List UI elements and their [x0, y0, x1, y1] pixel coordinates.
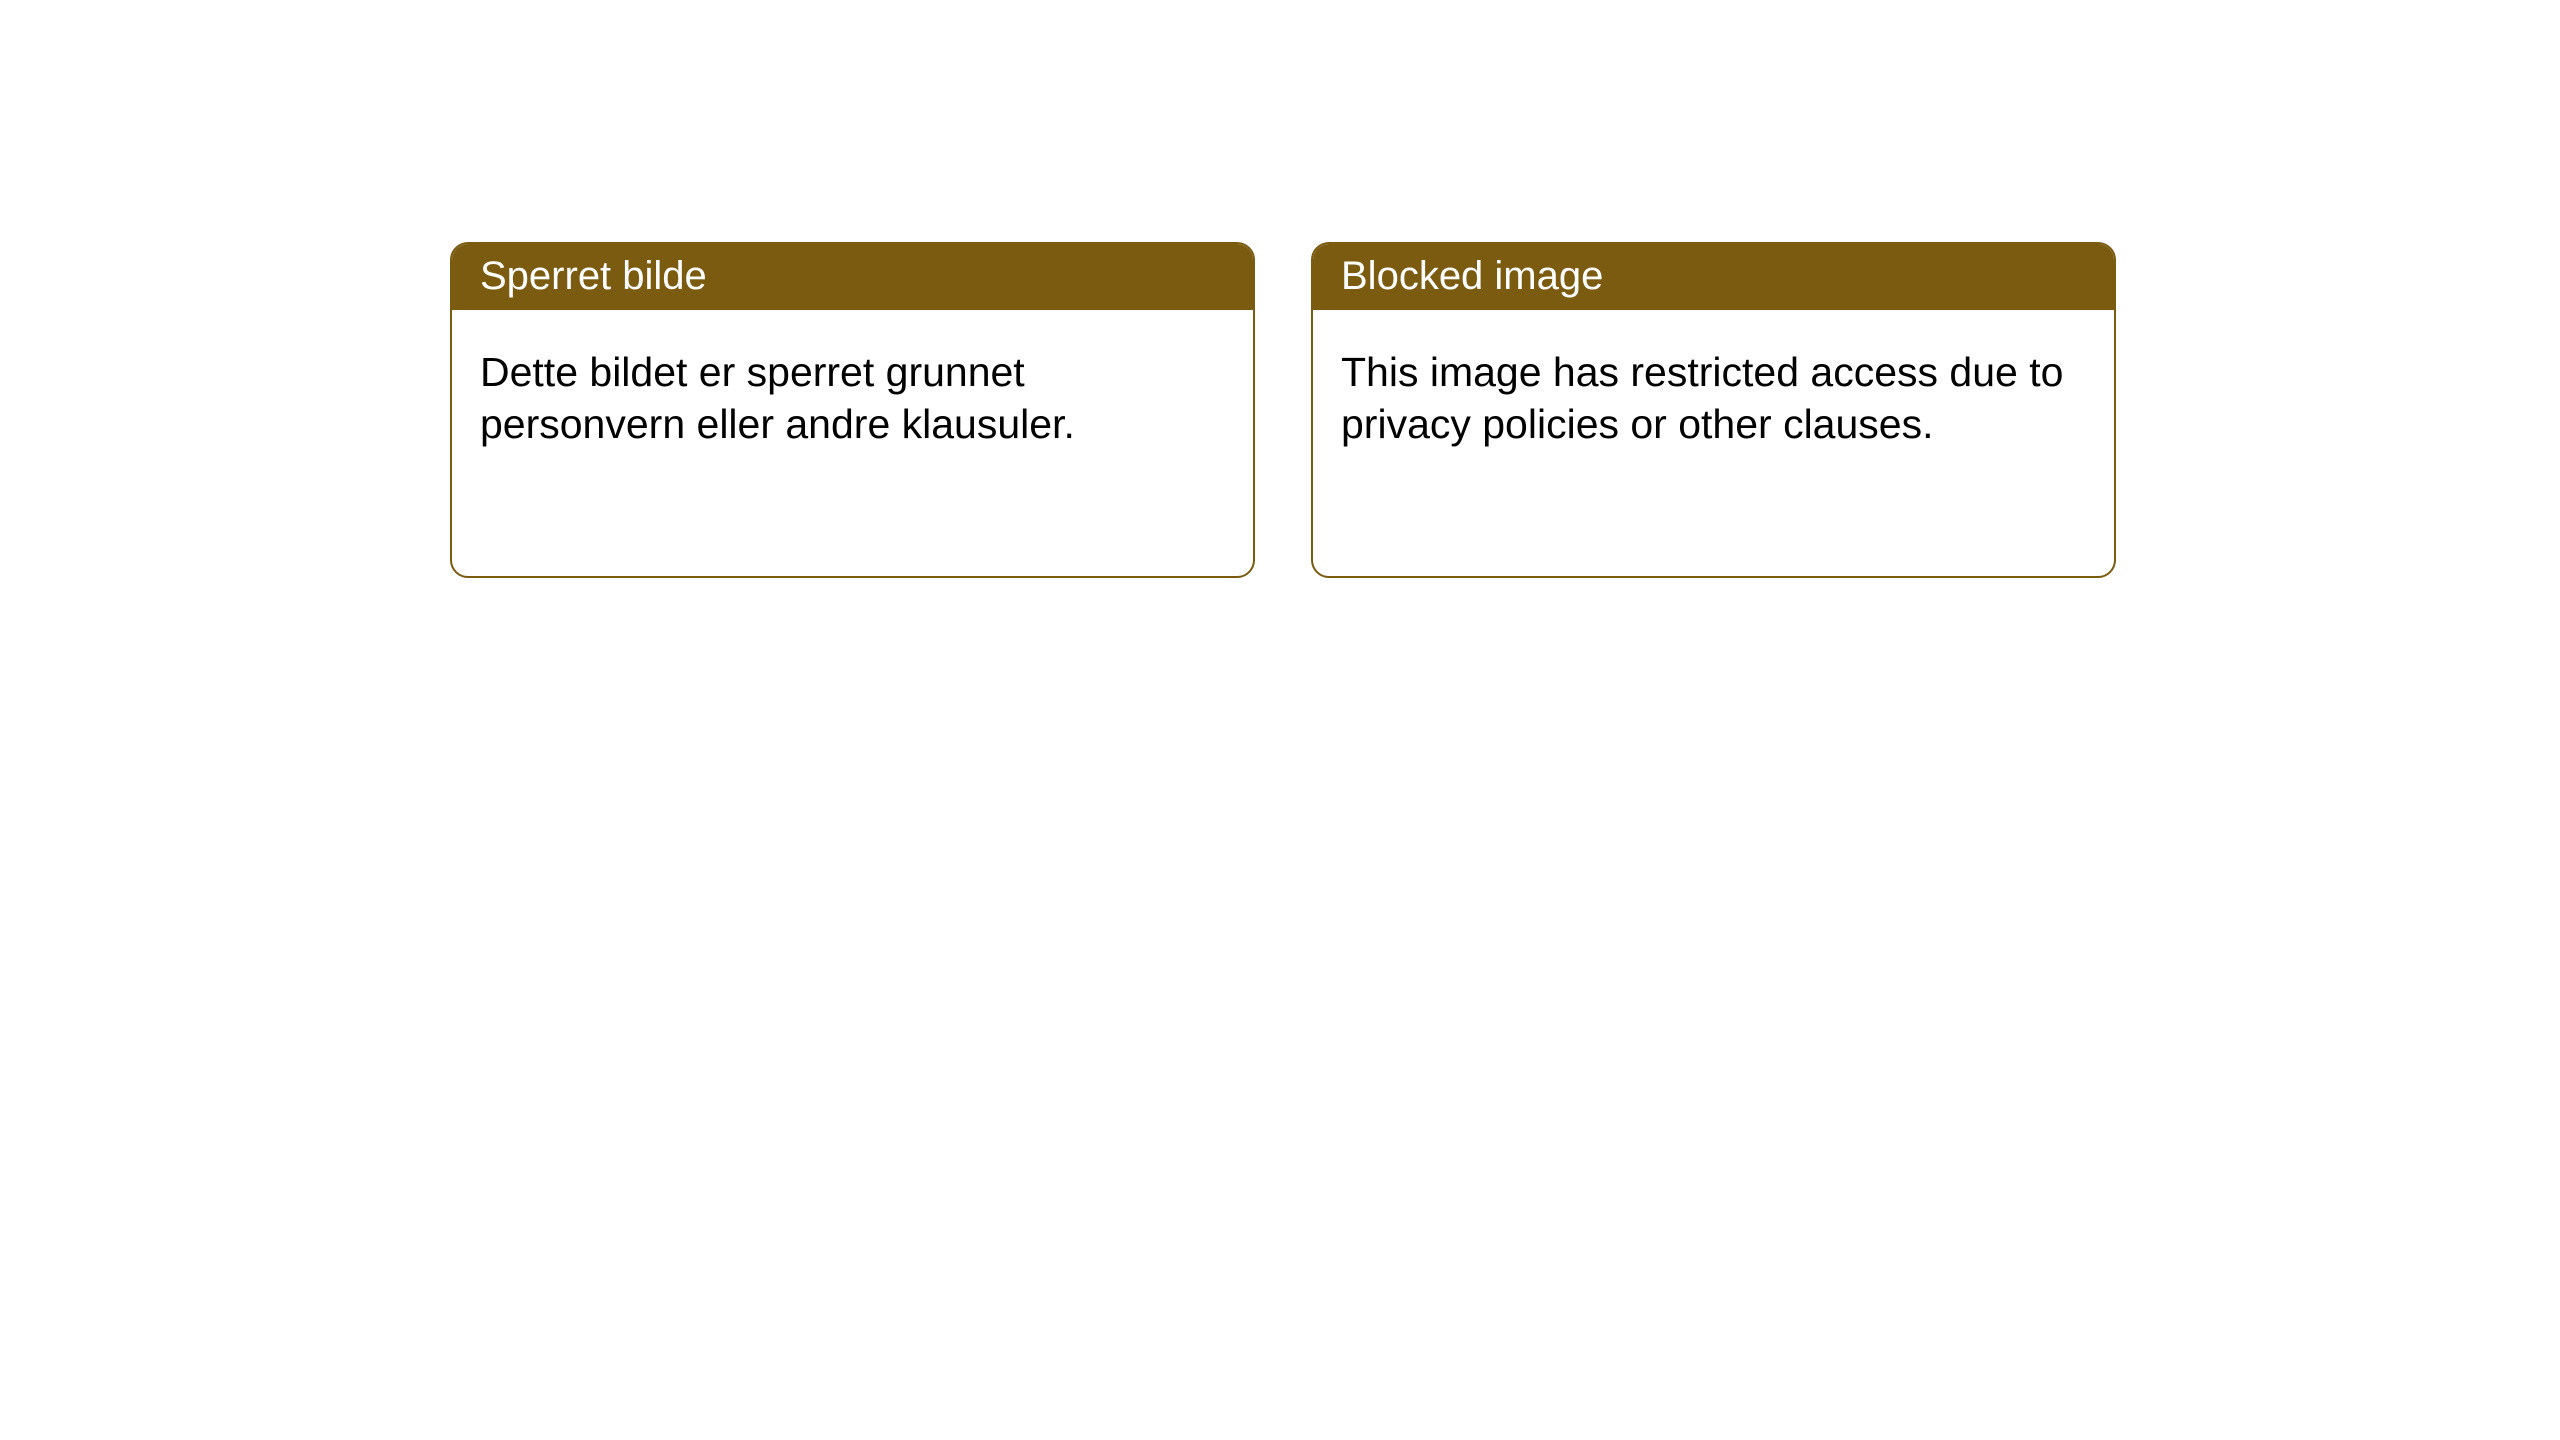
notice-body-text: This image has restricted access due to … — [1341, 349, 2063, 447]
notice-body-text: Dette bildet er sperret grunnet personve… — [480, 349, 1075, 447]
notice-box-english: Blocked image This image has restricted … — [1311, 242, 2116, 578]
notice-body: This image has restricted access due to … — [1313, 310, 2114, 487]
notice-header: Blocked image — [1313, 244, 2114, 310]
notice-box-norwegian: Sperret bilde Dette bildet er sperret gr… — [450, 242, 1255, 578]
notice-title: Sperret bilde — [480, 254, 707, 298]
notice-body: Dette bildet er sperret grunnet personve… — [452, 310, 1253, 487]
notice-title: Blocked image — [1341, 254, 1603, 298]
notice-container: Sperret bilde Dette bildet er sperret gr… — [0, 0, 2560, 578]
notice-header: Sperret bilde — [452, 244, 1253, 310]
